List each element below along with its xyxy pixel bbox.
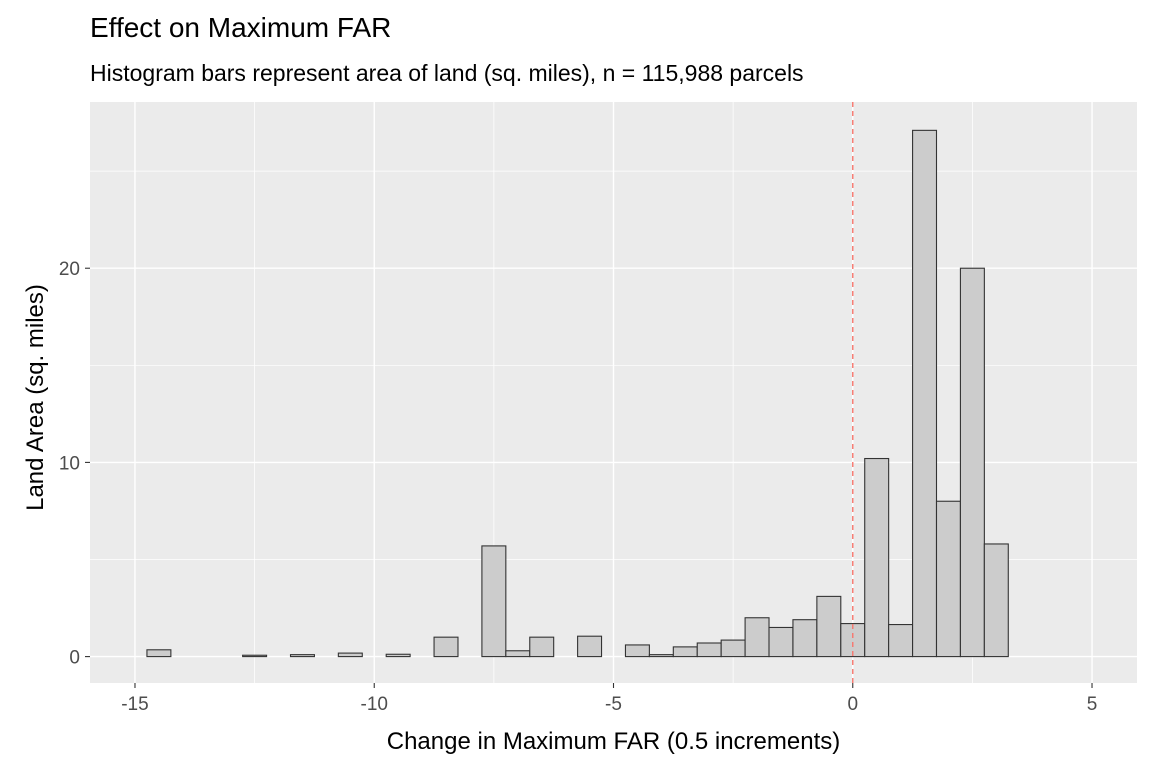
y-axis-title: Land Area (sq. miles) bbox=[22, 284, 49, 511]
histogram-bar bbox=[624, 644, 650, 658]
histogram-bar bbox=[146, 649, 172, 658]
histogram-bar bbox=[505, 650, 531, 658]
x-axis-title: Change in Maximum FAR (0.5 increments) bbox=[387, 728, 841, 755]
histogram-bar bbox=[792, 619, 818, 658]
x-tick-label: -5 bbox=[605, 694, 622, 715]
histogram-bar bbox=[744, 617, 770, 658]
x-tick-label: 0 bbox=[847, 694, 858, 715]
histogram-bar bbox=[433, 636, 459, 658]
histogram-bar bbox=[935, 500, 961, 658]
histogram-bar bbox=[337, 652, 363, 658]
chart-subtitle: Histogram bars represent area of land (s… bbox=[90, 60, 804, 86]
histogram-bar bbox=[864, 457, 890, 658]
histogram-bar bbox=[983, 543, 1009, 658]
histogram-bar bbox=[289, 654, 315, 658]
x-axis: -15 -10 -5 0 5 bbox=[121, 683, 1097, 715]
histogram-bars bbox=[146, 129, 1009, 658]
y-axis: 0 10 20 bbox=[59, 259, 90, 669]
histogram-bar bbox=[577, 635, 603, 658]
histogram-bar bbox=[720, 639, 746, 658]
x-tick-label: 5 bbox=[1087, 694, 1098, 715]
chart-title: Effect on Maximum FAR bbox=[90, 12, 392, 43]
y-tick-label: 20 bbox=[59, 259, 80, 280]
histogram-bar bbox=[768, 626, 794, 658]
histogram-bar bbox=[385, 653, 411, 658]
y-tick-label: 10 bbox=[59, 453, 80, 474]
histogram-bar bbox=[912, 129, 938, 658]
histogram-bar bbox=[242, 654, 268, 658]
histogram-bar bbox=[696, 642, 722, 658]
histogram-bar bbox=[816, 595, 842, 658]
histogram-bar bbox=[648, 654, 674, 658]
histogram-bar bbox=[959, 267, 985, 658]
histogram-bar bbox=[888, 624, 914, 658]
histogram-bar bbox=[672, 646, 698, 658]
histogram-bar bbox=[481, 545, 507, 658]
x-tick-label: -15 bbox=[121, 694, 148, 715]
x-tick-label: -10 bbox=[361, 694, 388, 715]
y-tick-label: 0 bbox=[69, 648, 80, 669]
histogram-bar bbox=[529, 636, 555, 658]
